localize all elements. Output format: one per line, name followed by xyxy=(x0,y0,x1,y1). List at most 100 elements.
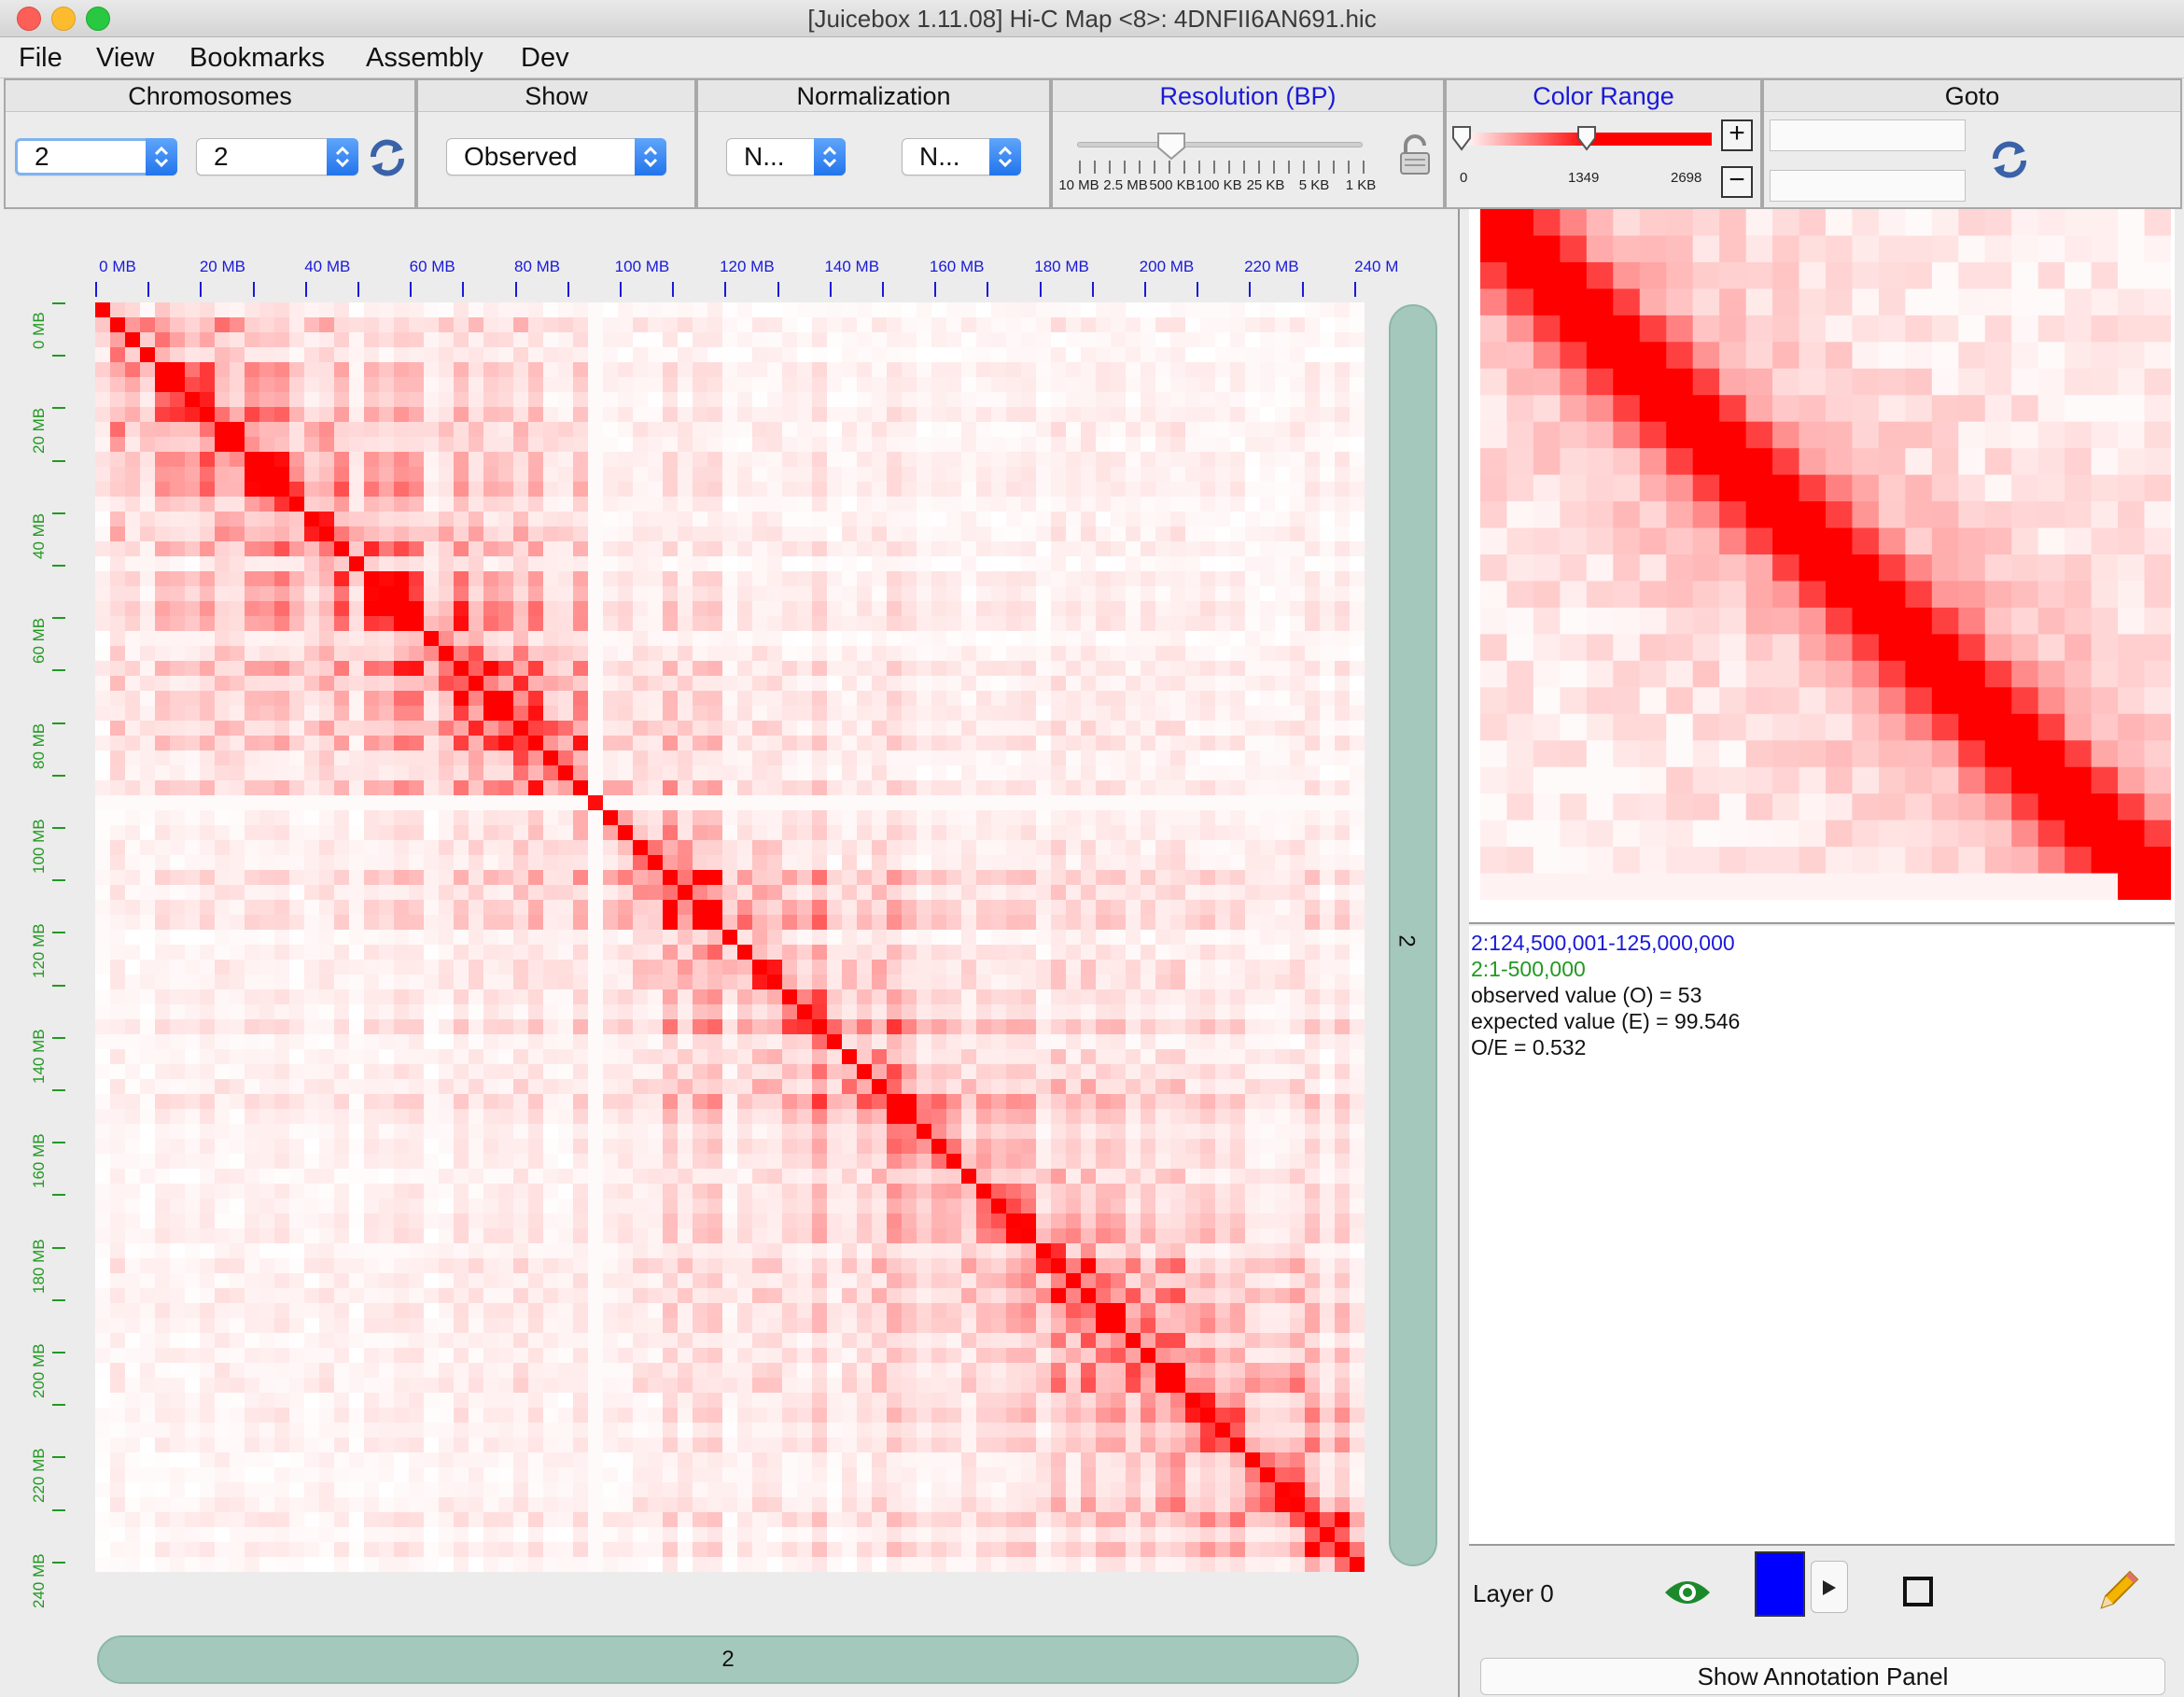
heatmap-cell xyxy=(1290,795,1306,811)
menu-file[interactable]: File xyxy=(19,43,63,73)
heatmap-cell xyxy=(648,1124,664,1140)
heatmap-cell xyxy=(349,512,365,527)
heatmap-cell xyxy=(1021,512,1037,527)
heatmap-cell xyxy=(215,646,231,662)
heatmap-cell xyxy=(1036,407,1052,423)
chromosome-x-select[interactable]: 2 xyxy=(15,138,177,175)
x-axis-tick xyxy=(987,282,989,297)
heatmap-cell xyxy=(902,646,917,662)
heatmap-cell xyxy=(1350,975,1365,990)
heatmap-cell xyxy=(1126,646,1141,662)
minimize-window-button[interactable] xyxy=(51,7,76,31)
normalization-select-1[interactable]: N... xyxy=(726,138,846,175)
heatmap-cell xyxy=(1081,1094,1097,1110)
resolution-slider-thumb[interactable] xyxy=(1155,131,1187,161)
heatmap[interactable] xyxy=(95,302,1365,1572)
resolution-tick xyxy=(1273,161,1275,174)
heatmap-cell xyxy=(543,422,559,438)
heatmap-cell xyxy=(334,407,350,423)
heatmap-cell xyxy=(797,422,813,438)
heatmap-cell xyxy=(140,601,156,617)
heatmap-cell xyxy=(1155,855,1171,871)
heatmap-cell xyxy=(693,1004,708,1020)
heatmap-cell xyxy=(872,407,888,423)
heatmap-cell xyxy=(364,691,380,707)
heatmap-cell xyxy=(603,407,619,423)
heatmap-cell xyxy=(439,392,455,408)
sync-icon[interactable] xyxy=(1988,138,2031,181)
heatmap-cell xyxy=(349,706,365,722)
heatmap-cell xyxy=(872,795,888,811)
heatmap-cell xyxy=(558,855,574,871)
color-range-plus-button[interactable]: + xyxy=(1721,119,1753,151)
heatmap-cell xyxy=(976,736,992,751)
heatmap-cell xyxy=(513,497,529,512)
menu-bookmarks[interactable]: Bookmarks xyxy=(189,43,326,73)
heatmap-cell xyxy=(1305,765,1321,781)
heatmap-cell xyxy=(364,1094,380,1110)
heatmap-cell xyxy=(1170,1139,1186,1155)
heatmap-cell xyxy=(185,601,201,617)
heatmap-cell xyxy=(543,1109,559,1125)
heatmap-cell xyxy=(1275,437,1291,453)
heatmap-cell xyxy=(439,526,455,542)
heatmap-cell xyxy=(722,691,738,707)
menu-assembly[interactable]: Assembly xyxy=(366,43,483,73)
heatmap-cell xyxy=(752,810,768,826)
heatmap-cell xyxy=(200,885,216,901)
heatmap-cell xyxy=(454,452,469,468)
heatmap-cell xyxy=(1051,840,1067,856)
heatmap-cell xyxy=(1066,512,1082,527)
heatmap-cell xyxy=(1200,1064,1216,1080)
color-range-min-thumb[interactable] xyxy=(1451,125,1472,151)
heatmap-cell xyxy=(439,1019,455,1035)
heatmap-cell xyxy=(827,945,843,961)
maximize-window-button[interactable] xyxy=(86,7,110,31)
heatmap-cell xyxy=(633,616,649,632)
heatmap-cell xyxy=(454,407,469,423)
heatmap-cell xyxy=(110,377,126,393)
goto-x-input[interactable] xyxy=(1770,119,1966,151)
heatmap-cell xyxy=(439,541,455,557)
lock-icon[interactable] xyxy=(1398,134,1432,180)
heatmap-cell xyxy=(349,586,365,602)
heatmap-cell xyxy=(454,960,469,975)
y-axis-tick xyxy=(52,774,65,777)
heatmap-cell xyxy=(618,526,634,542)
color-range-minus-button[interactable]: − xyxy=(1721,166,1753,198)
heatmap-cell xyxy=(917,1139,932,1155)
normalization-select-2[interactable]: N... xyxy=(902,138,1021,175)
heatmap-cell xyxy=(842,721,858,736)
heatmap-cell xyxy=(1305,362,1321,378)
heatmap-cell xyxy=(842,855,858,871)
heatmap-cell xyxy=(1170,601,1186,617)
heatmap-cell xyxy=(454,1139,469,1155)
heatmap-canvas[interactable] xyxy=(95,302,1365,1572)
color-range-max-thumb[interactable] xyxy=(1576,125,1597,151)
menu-view[interactable]: View xyxy=(96,43,155,73)
y-axis-tick xyxy=(52,826,65,829)
heatmap-cell xyxy=(394,422,410,438)
heatmap-cell xyxy=(618,1049,634,1065)
heatmap-cell xyxy=(872,960,888,975)
chromosome-y-select[interactable]: 2 xyxy=(196,138,358,175)
close-window-button[interactable] xyxy=(17,7,41,31)
heatmap-cell xyxy=(573,526,589,542)
heatmap-cell xyxy=(991,1109,1007,1125)
heatmap-cell xyxy=(1245,467,1261,483)
goto-y-input[interactable] xyxy=(1770,170,1966,202)
show-select[interactable]: Observed xyxy=(446,138,666,175)
heatmap-cell xyxy=(1275,392,1291,408)
resolution-slider[interactable] xyxy=(1077,142,1363,147)
sync-icon[interactable] xyxy=(366,136,409,179)
heatmap-cell xyxy=(931,467,947,483)
heatmap-cell xyxy=(1185,526,1201,542)
menu-dev[interactable]: Dev xyxy=(521,43,569,73)
heatmap-cell xyxy=(827,1079,843,1095)
heatmap-cell xyxy=(991,1004,1007,1020)
heatmap-cell xyxy=(872,512,888,527)
heatmap-cell xyxy=(1051,377,1067,393)
heatmap-cell xyxy=(722,586,738,602)
heatmap-cell xyxy=(842,407,858,423)
heatmap-cell xyxy=(170,1139,186,1155)
